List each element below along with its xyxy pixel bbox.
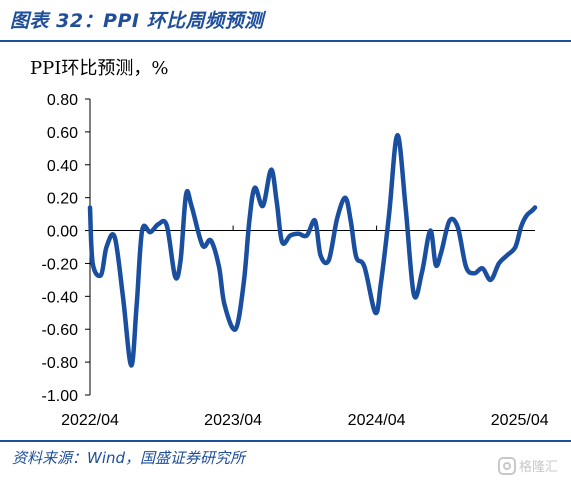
y-tick-label: 0.40: [47, 158, 78, 175]
y-tick-label: -1.00: [42, 388, 79, 405]
y-tick-label: 0.80: [47, 92, 78, 109]
y-tick-label: -0.20: [42, 256, 79, 273]
y-tick-label: 0.20: [47, 191, 78, 208]
figure-title: 图表 32：PPI 环比周频预测: [10, 10, 264, 32]
y-axis: 0.80 0.60 0.40 0.20 0.00 -0.20 -0.40 -0.60 -0.80…: [42, 92, 91, 405]
x-axis: 2022/04 2023/04 2024/04 2025/04: [61, 225, 549, 429]
title-rule: [0, 40, 571, 42]
x-tick-label: 2024/04: [348, 412, 406, 429]
x-tick-label: 2025/04: [491, 412, 549, 429]
watermark: 格隆汇: [498, 456, 558, 475]
y-tick-label: -0.60: [42, 322, 79, 339]
series-layer: [87, 132, 538, 368]
source-rule: [0, 440, 571, 442]
y-axis-label: PPI环比预测，%: [30, 58, 169, 79]
y-tick-label: -0.40: [42, 289, 79, 306]
watermark-logo-icon: [498, 456, 516, 475]
y-tick-label: 0.60: [47, 125, 78, 142]
watermark-text: 格隆汇: [519, 460, 559, 475]
ppi-line-chart: 0.80 0.60 0.40 0.20 0.00 -0.20 -0.40 -0.60 -0.80…: [42, 92, 549, 429]
ppi-forecast-line: [87, 132, 538, 368]
x-tick-label: 2023/04: [204, 412, 262, 429]
source-note: 资料来源：Wind，国盛证券研究所: [12, 449, 246, 467]
y-tick-label: -0.80: [42, 355, 79, 372]
x-tick-label: 2022/04: [61, 412, 119, 429]
y-tick-label: 0.00: [47, 224, 78, 241]
